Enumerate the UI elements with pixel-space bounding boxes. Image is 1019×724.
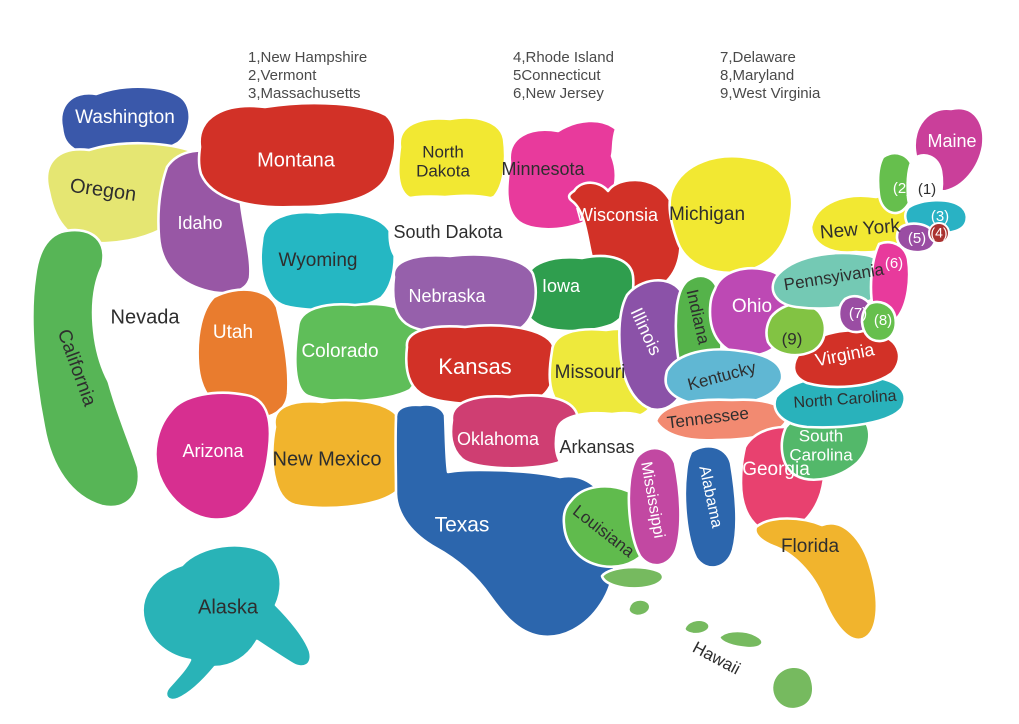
state-missouri-label: Missouri [555, 362, 626, 383]
state-wisconsin-label: Wisconsia [576, 205, 659, 225]
legend-line: 1,New Hampshire [248, 49, 367, 66]
hawaii-island-shape [600, 565, 665, 590]
state-delaware-label: (7) [849, 305, 867, 322]
map-legend: 1,New Hampshire 2,Vermont 3,Massachusett… [248, 49, 821, 102]
legend-line: 2,Vermont [248, 67, 317, 84]
state-utah-label: Utah [213, 322, 253, 343]
state-georgia-label: Georgia [742, 459, 810, 480]
state-alaska-label: Alaska [198, 596, 259, 618]
state-massachusetts-label: (3) [931, 208, 949, 225]
state-arizona-label: Arizona [182, 441, 244, 461]
state-iowa-label: Iowa [542, 276, 581, 296]
state-north-dakota-label2: Dakota [416, 161, 470, 180]
state-alaska-shape [141, 544, 313, 702]
state-ohio-label: Ohio [732, 296, 772, 317]
state-connecticut-label: (5) [908, 230, 926, 247]
state-maryland-shape [860, 300, 898, 343]
state-idaho-label: Idaho [177, 213, 222, 233]
state-minnesota-label: Minnesota [501, 159, 585, 179]
state-south-carolina-label2: Carolina [789, 445, 853, 464]
state-florida-label: Florida [781, 536, 840, 557]
hawaii-island-shape [683, 618, 711, 636]
state-vermont-label: (2) [893, 180, 911, 197]
hawaii-island-shape [627, 598, 652, 618]
state-oklahoma-label: Oklahoma [457, 429, 540, 449]
legend-line: 7,Delaware [720, 49, 796, 66]
state-nevada-label: Nevada [111, 306, 181, 328]
legend-line: 3,Massachusetts [248, 85, 361, 102]
state-texas-label: Texas [435, 514, 490, 537]
state-mississippi-shape [627, 446, 682, 567]
state-alabama-shape [683, 445, 738, 569]
state-nebraska-label: Nebraska [408, 286, 486, 306]
state-new-hampshire-label: (1) [918, 181, 936, 198]
state-south-carolina-label: South [799, 426, 843, 445]
state-new-jersey-label: (6) [885, 255, 903, 272]
state-wyoming-label: Wyoming [278, 250, 357, 271]
hawaii-island-shape [717, 629, 764, 650]
state-west-virginia-label: (9) [782, 329, 803, 348]
state-south-dakota-label: South Dakota [393, 222, 503, 242]
state-montana-shape [197, 101, 397, 209]
state-kentucky-shape [664, 348, 784, 408]
hawaii-island-shape [770, 665, 815, 711]
state-kansas-label: Kansas [438, 354, 511, 379]
state-rhode-island-label: (4) [930, 225, 947, 241]
state-washington-label: Washington [75, 107, 175, 128]
state-nebraska-shape [391, 253, 537, 336]
state-michigan-shape [668, 155, 794, 274]
state-colorado-label: Colorado [301, 341, 378, 362]
state-vermont-shape [876, 152, 916, 215]
state-north-dakota-label: North [422, 142, 464, 161]
legend-line: 5Connecticut [513, 67, 601, 84]
legend-line: 6,New Jersey [513, 85, 604, 102]
state-maryland-label: (8) [874, 312, 892, 329]
state-michigan-label: Michigan [669, 204, 745, 225]
state-north-dakota-shape [396, 116, 507, 206]
state-arkansas-label: Arkansas [559, 437, 634, 457]
legend-line: 4,Rhode Island [513, 49, 614, 66]
legend-line: 9,West Virginia [720, 85, 821, 102]
state-rhode-island-shape [928, 222, 950, 244]
state-new-mexico-label: New Mexico [273, 448, 382, 470]
state-montana-label: Montana [257, 149, 336, 171]
state-florida-shape [754, 517, 879, 642]
state-connecticut-shape [895, 222, 937, 254]
state-maine-label: Maine [927, 131, 976, 151]
state-arizona-shape [154, 391, 272, 521]
legend-line: 8,Maryland [720, 67, 794, 84]
